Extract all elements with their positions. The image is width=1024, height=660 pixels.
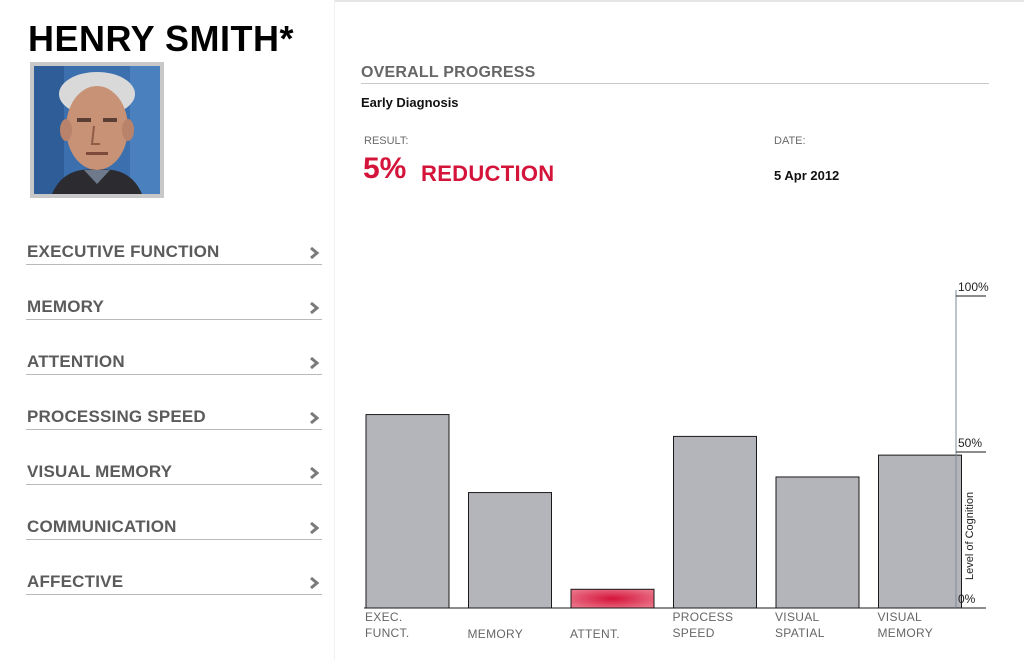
chevron-right-icon [310,411,320,425]
nav-item-label: PROCESSING SPEED [27,407,206,426]
section-divider [361,83,989,84]
section-subtitle: Early Diagnosis [361,95,459,110]
chevron-right-icon [310,466,320,480]
category-nav: EXECUTIVE FUNCTION MEMORY ATTENTION PROC… [26,236,322,621]
section-title: OVERALL PROGRESS [361,64,536,81]
date-label: DATE: [774,135,806,147]
bar-label: PROCESS SPEED [672,610,734,640]
bar-process-speed[interactable] [673,435,757,609]
nav-item-label: EXECUTIVE FUNCTION [27,242,220,261]
y-axis-title: Level of Cognition [964,491,976,580]
y-tick-label: 0% [958,592,976,606]
bar-label: MEMORY [467,627,524,641]
bar-visual-spatial[interactable] [775,476,860,609]
bar-label: ATTENT. [570,627,620,641]
cognition-bar-chart: EXEC. FUNCT. MEMORY ATTENT. PROCESS SPEED VI… [340,280,1020,660]
bar-label: VISUAL SPATIAL [775,610,825,640]
nav-item-attention[interactable]: ATTENTION [26,346,322,375]
panel-divider [334,0,335,660]
patient-name: HENRY SMITH* [28,18,295,59]
bar-memory[interactable] [468,492,552,609]
bar-label: VISUAL MEMORY [877,610,934,640]
nav-item-communication[interactable]: COMMUNICATION [26,511,322,540]
nav-item-label: MEMORY [27,297,105,316]
result-value: 5% [363,152,407,185]
bar-visual-memory[interactable] [878,454,962,609]
header-divider [335,0,1024,2]
avatar [30,62,164,198]
bar-exec-funct[interactable] [365,414,450,609]
chevron-right-icon [310,521,320,535]
y-tick-label: 50% [958,436,983,450]
chevron-right-icon [310,301,320,315]
nav-item-executive-function[interactable]: EXECUTIVE FUNCTION [26,236,322,265]
bar-label: EXEC. FUNCT. [365,610,410,640]
nav-item-label: ATTENTION [27,352,125,371]
chevron-right-icon [310,246,320,260]
chevron-right-icon [310,356,320,370]
patient-panel: HENRY SMITH* EXECUTIVE FUNCTION MEMORY [0,0,335,660]
bar-attent[interactable] [570,588,655,609]
nav-item-label: AFFECTIVE [27,572,124,591]
y-tick-label: 100% [958,280,989,294]
result-text: REDUCTION [421,161,555,186]
nav-item-processing-speed[interactable]: PROCESSING SPEED [26,401,322,430]
nav-item-label: COMMUNICATION [27,517,177,536]
chart-canvas [364,290,986,609]
chevron-right-icon [310,576,320,590]
nav-item-affective[interactable]: AFFECTIVE [26,566,322,595]
nav-item-label: VISUAL MEMORY [27,462,173,481]
result-label: RESULT: [364,135,409,147]
nav-item-memory[interactable]: MEMORY [26,291,322,320]
date-value: 5 Apr 2012 [774,168,840,183]
nav-item-visual-memory[interactable]: VISUAL MEMORY [26,456,322,485]
patient-photo-icon [34,66,160,194]
